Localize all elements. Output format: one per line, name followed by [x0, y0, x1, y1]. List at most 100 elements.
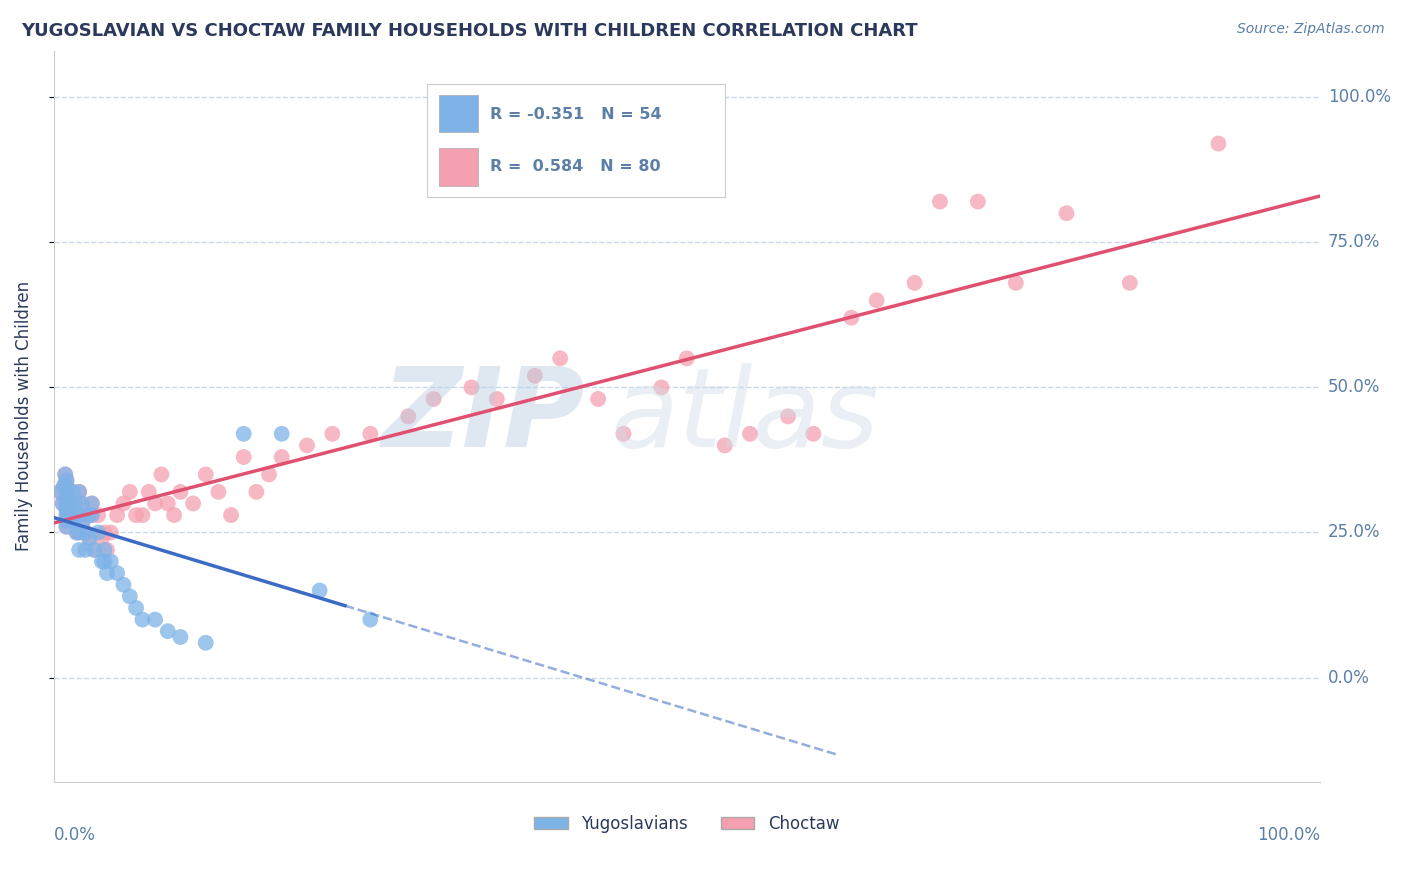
- Point: [53, 467, 76, 482]
- Point: [80, 496, 103, 510]
- Point: [270, 450, 292, 464]
- Point: [321, 426, 343, 441]
- Point: [194, 467, 217, 482]
- Point: [59, 508, 82, 522]
- Point: [55, 473, 77, 487]
- Point: [55, 496, 77, 510]
- Point: [100, 525, 122, 540]
- Point: [865, 293, 887, 308]
- Text: 25.0%: 25.0%: [1329, 524, 1381, 541]
- Point: [80, 496, 103, 510]
- Point: [62, 484, 84, 499]
- Point: [929, 194, 952, 209]
- Point: [801, 426, 824, 441]
- Point: [138, 484, 160, 499]
- Point: [967, 194, 990, 209]
- Point: [96, 542, 118, 557]
- Point: [169, 484, 191, 499]
- Point: [55, 479, 77, 493]
- Point: [77, 508, 100, 522]
- Point: [96, 566, 118, 581]
- Point: [396, 409, 419, 424]
- Point: [80, 508, 103, 522]
- Point: [91, 555, 114, 569]
- Point: [460, 380, 482, 394]
- Point: [52, 479, 75, 493]
- Point: [257, 467, 280, 482]
- Point: [903, 276, 925, 290]
- Y-axis label: Family Households with Children: Family Households with Children: [15, 281, 32, 551]
- Text: ZIP: ZIP: [382, 363, 585, 470]
- Point: [112, 496, 135, 510]
- Point: [67, 525, 90, 540]
- Point: [55, 514, 77, 528]
- Text: 100.0%: 100.0%: [1257, 826, 1320, 844]
- Point: [53, 467, 76, 482]
- Point: [65, 496, 87, 510]
- Text: 0.0%: 0.0%: [53, 826, 96, 844]
- Point: [548, 351, 571, 366]
- Point: [143, 613, 166, 627]
- Text: atlas: atlas: [610, 363, 879, 470]
- Point: [181, 496, 204, 510]
- Point: [422, 392, 444, 406]
- Text: 100.0%: 100.0%: [1329, 88, 1391, 106]
- Point: [72, 514, 94, 528]
- Point: [55, 508, 77, 522]
- Point: [62, 514, 84, 528]
- Point: [52, 496, 75, 510]
- Point: [125, 508, 148, 522]
- Point: [1208, 136, 1230, 151]
- Point: [67, 508, 90, 522]
- Point: [118, 484, 141, 499]
- Point: [169, 630, 191, 644]
- Point: [232, 426, 254, 441]
- Point: [55, 473, 77, 487]
- Point: [194, 636, 217, 650]
- Point: [83, 542, 105, 557]
- Point: [72, 514, 94, 528]
- Point: [112, 578, 135, 592]
- Point: [93, 555, 115, 569]
- Point: [52, 496, 75, 510]
- Point: [67, 484, 90, 499]
- Point: [55, 491, 77, 505]
- Point: [87, 525, 110, 540]
- Point: [675, 351, 697, 366]
- Point: [1005, 276, 1028, 290]
- Point: [65, 525, 87, 540]
- Point: [359, 613, 381, 627]
- Point: [87, 508, 110, 522]
- Point: [125, 601, 148, 615]
- Point: [55, 519, 77, 533]
- Point: [143, 496, 166, 510]
- Point: [612, 426, 634, 441]
- Point: [523, 368, 546, 383]
- Point: [66, 508, 89, 522]
- Point: [55, 491, 77, 505]
- Point: [245, 484, 267, 499]
- Point: [91, 531, 114, 545]
- Point: [65, 496, 87, 510]
- Point: [55, 502, 77, 516]
- Point: [776, 409, 799, 424]
- Point: [105, 566, 128, 581]
- Point: [58, 496, 80, 510]
- Point: [75, 525, 97, 540]
- Point: [93, 542, 115, 557]
- Point: [55, 502, 77, 516]
- Point: [75, 542, 97, 557]
- Point: [55, 479, 77, 493]
- Point: [839, 310, 862, 325]
- Point: [67, 525, 90, 540]
- Point: [70, 496, 93, 510]
- Point: [738, 426, 761, 441]
- Point: [67, 484, 90, 499]
- Point: [219, 508, 242, 522]
- Point: [295, 438, 318, 452]
- Point: [52, 479, 75, 493]
- Point: [586, 392, 609, 406]
- Point: [232, 450, 254, 464]
- Point: [67, 542, 90, 557]
- Point: [118, 590, 141, 604]
